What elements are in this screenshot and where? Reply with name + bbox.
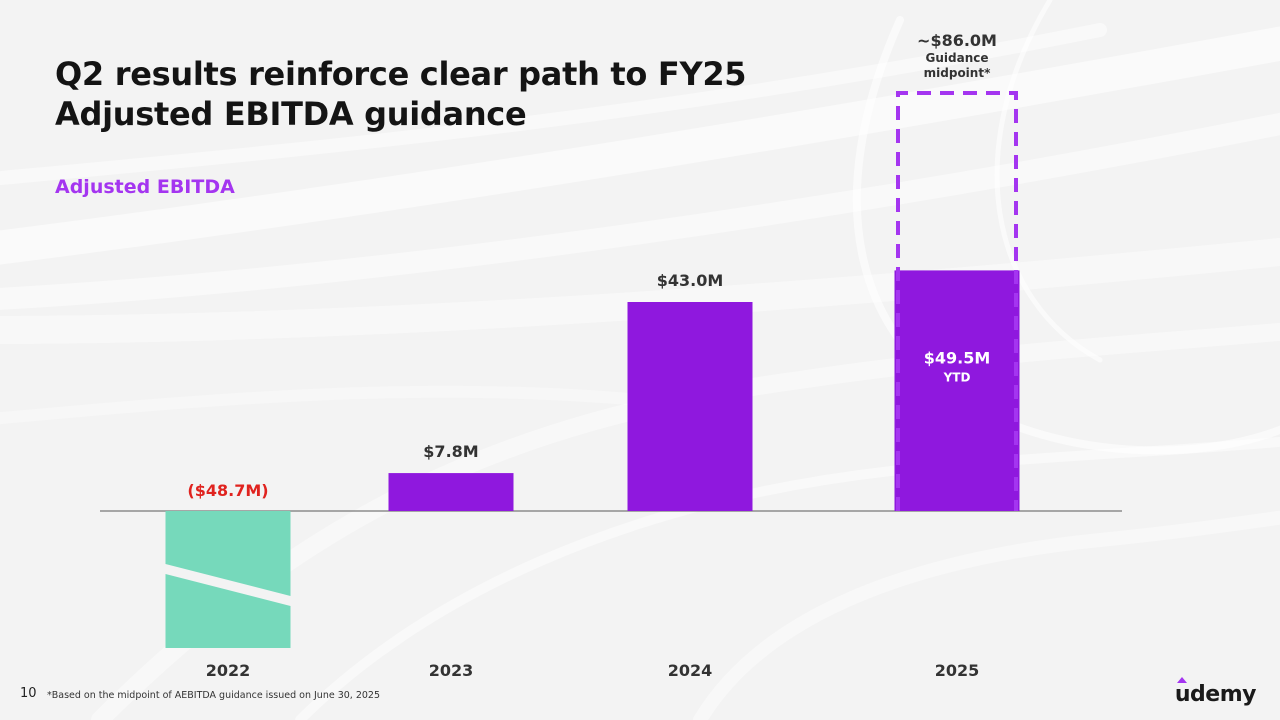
data-label-2024: $43.0M	[657, 271, 724, 290]
axis-break-2022	[165, 564, 291, 606]
chart-subtitle: Adjusted EBITDA	[55, 176, 235, 198]
guidance-sublabel-line-1: Guidance	[926, 51, 989, 65]
category-label-2023: 2023	[429, 661, 474, 680]
page-title-line-1: Q2 results reinforce clear path to FY25	[55, 55, 747, 93]
guidance-outline-2025	[896, 91, 1018, 511]
category-label-2025: 2025	[935, 661, 980, 680]
bar-2022	[165, 511, 291, 648]
bar-2023	[388, 473, 514, 511]
page-number: 10	[20, 686, 37, 701]
data-label-2025: $49.5M	[924, 348, 991, 367]
category-label-2022: 2022	[206, 661, 251, 680]
logo-mark-icon	[1176, 677, 1187, 683]
bar-2025	[894, 270, 1020, 511]
bar-2024	[627, 302, 753, 511]
udemy-logo: udemy	[1174, 677, 1257, 708]
footnote: *Based on the midpoint of AEBITDA guidan…	[47, 690, 381, 701]
data-label-2022: ($48.7M)	[187, 481, 268, 500]
data-label-2023: $7.8M	[423, 442, 478, 461]
guidance-label-2025: ~$86.0M	[917, 31, 997, 50]
guidance-sublabel-2025: Guidance midpoint*	[924, 51, 991, 80]
page-title: Q2 results reinforce clear path to FY25 …	[55, 54, 815, 134]
category-label-2024: 2024	[668, 661, 713, 680]
page-title-line-2: Adjusted EBITDA guidance	[55, 95, 527, 133]
guidance-sublabel-line-2: midpoint*	[924, 66, 991, 80]
logo-text: udemy	[1174, 682, 1257, 707]
data-sublabel-2025: YTD	[943, 370, 971, 384]
